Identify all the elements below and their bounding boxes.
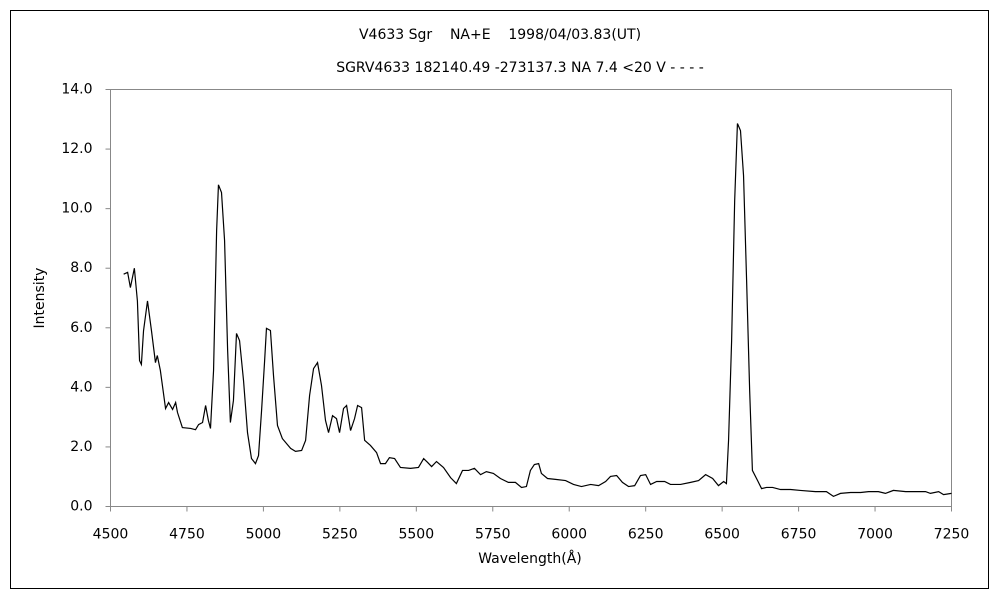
x-tick-label: 5250	[322, 527, 358, 543]
x-tick-label: 6750	[781, 527, 817, 543]
x-tick-label: 5500	[398, 527, 434, 543]
y-tick-label: 10.0	[61, 201, 92, 217]
y-tick-label: 12.0	[61, 141, 92, 157]
x-tick-label: 4500	[93, 527, 129, 543]
y-tick-label: 0.0	[70, 499, 92, 515]
x-tick-label: 6250	[628, 527, 664, 543]
y-tick-label: 14.0	[61, 82, 92, 98]
x-tick-label: 4750	[169, 527, 205, 543]
spectrum-line	[123, 123, 952, 498]
chart-subtitle: SGRV4633 182140.49 -273137.3 NA 7.4 <20 …	[336, 60, 704, 76]
y-tick-label: 2.0	[70, 439, 92, 455]
x-tick-label: 5000	[246, 527, 282, 543]
y-tick-label: 6.0	[70, 320, 92, 336]
y-tick-label: 8.0	[70, 260, 92, 276]
x-tick-label: 6000	[551, 527, 587, 543]
x-tick-label: 7000	[857, 527, 893, 543]
x-tick-label: 6500	[704, 527, 740, 543]
y-tick-label: 4.0	[70, 379, 92, 395]
x-axis-label: Wavelength(Å)	[478, 550, 582, 567]
plot-area	[110, 89, 952, 507]
chart-title: V4633 Sgr NA+E 1998/04/03.83(UT)	[359, 27, 641, 43]
y-axis-label: Intensity	[32, 268, 48, 329]
x-tick-label: 5750	[475, 527, 511, 543]
x-tick-label: 7250	[934, 527, 970, 543]
